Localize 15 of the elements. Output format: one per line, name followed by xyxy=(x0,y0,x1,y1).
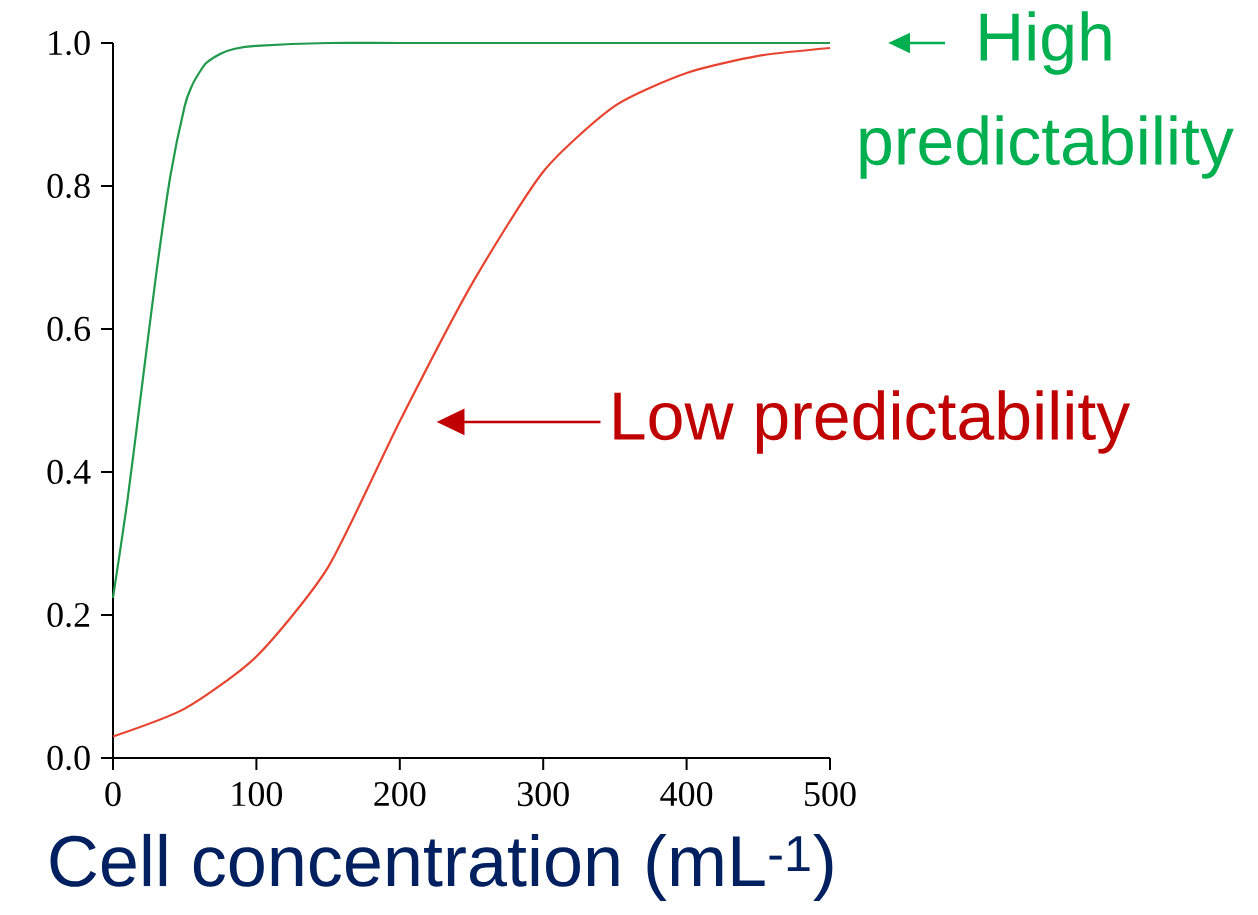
text: High predictability xyxy=(860,11,1234,179)
x-tick-label: 200 xyxy=(374,781,426,807)
y-tick-label: 0.4 xyxy=(47,459,91,485)
x-tick-label: 300 xyxy=(517,781,569,807)
y-tick-label: 0.6 xyxy=(47,316,91,342)
y-tick-label: 0.8 xyxy=(47,173,90,199)
x-axis-title: Cell concentration (mL$^{-1}$) xyxy=(50,833,833,901)
x-tick-label: 500 xyxy=(805,781,856,807)
x-tick-label: 0 xyxy=(105,781,121,807)
x-tick-label: 400 xyxy=(660,781,713,807)
annotation: Low predictability xyxy=(614,390,1131,454)
y-tick-label: 0.0 xyxy=(47,745,90,771)
y-tick-label: 1.0 xyxy=(49,30,90,56)
x-tick-label: 100 xyxy=(232,781,283,807)
y-tick-label: 0.2 xyxy=(47,602,90,628)
